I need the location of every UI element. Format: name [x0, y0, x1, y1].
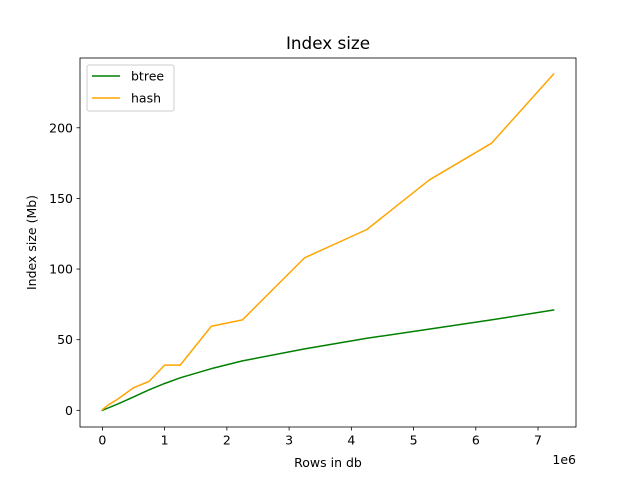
legend-label-btree: btree	[131, 69, 164, 84]
y-tick-label: 200	[49, 120, 73, 135]
legend-label-hash: hash	[131, 91, 161, 106]
x-tick-label: 2	[223, 433, 231, 448]
x-tick-label: 0	[98, 433, 106, 448]
y-tick-label: 0	[65, 403, 73, 418]
series-line-btree	[101, 309, 555, 412]
x-tick-label: 5	[410, 433, 418, 448]
x-tick-label: 1	[161, 433, 169, 448]
y-tick-label: 150	[49, 191, 73, 206]
x-tick-label: 4	[347, 433, 355, 448]
y-axis-label: Index size (Mb)	[24, 195, 39, 290]
y-tick-label: 50	[57, 332, 73, 347]
y-tick-label: 100	[49, 262, 73, 277]
x-tick-label: 7	[534, 433, 542, 448]
x-axis-offset-label: 1e6	[552, 452, 576, 467]
x-axis: 0 1 2 3 4 5 6 7	[98, 427, 542, 448]
chart-title: Index size	[286, 33, 370, 53]
plot-frame	[79, 57, 577, 428]
series-line-hash	[101, 73, 555, 411]
legend: btree hash	[86, 64, 175, 112]
x-tick-label: 6	[472, 433, 480, 448]
x-tick-label: 3	[285, 433, 293, 448]
y-axis: 0 50 100 150 200	[49, 120, 80, 418]
x-axis-label: Rows in db	[294, 455, 362, 470]
series-layer	[101, 73, 555, 412]
